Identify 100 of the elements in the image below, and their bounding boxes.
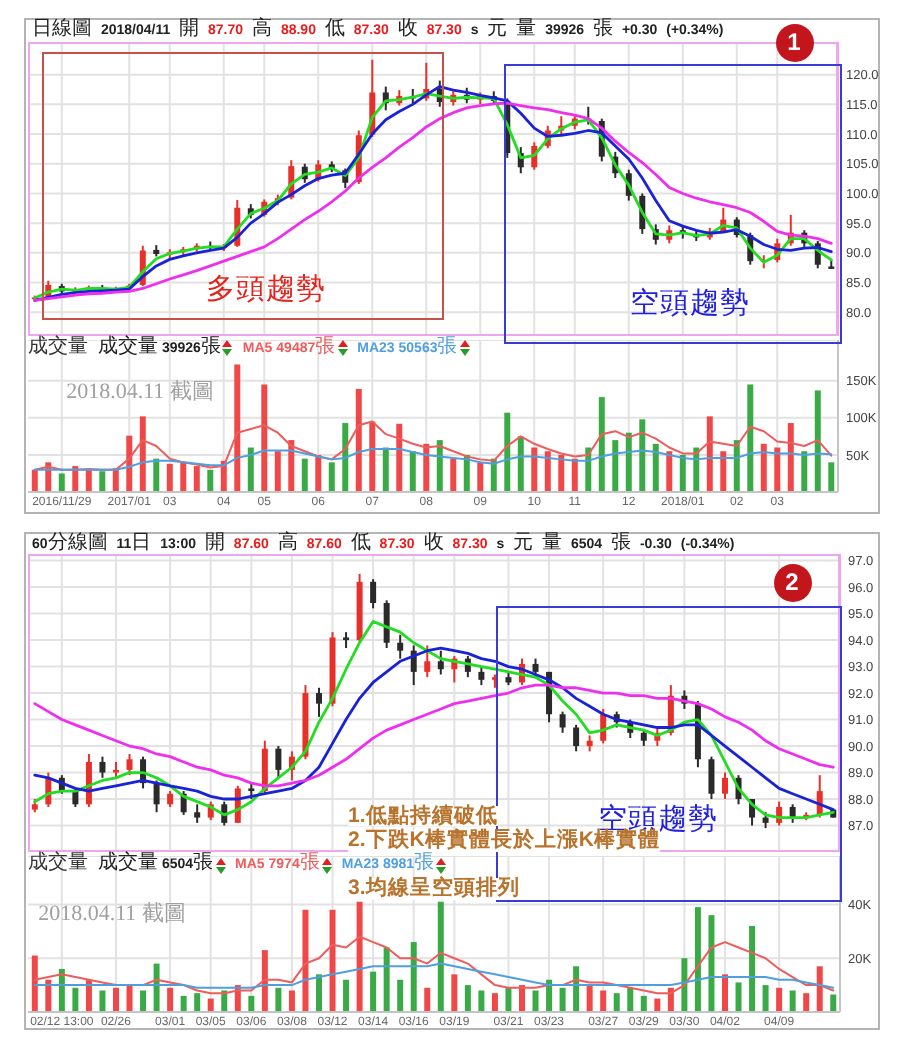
- bar: [627, 987, 634, 1012]
- bar: [342, 423, 349, 492]
- bar: [776, 987, 783, 1012]
- bar: [598, 397, 605, 492]
- bar: [774, 447, 781, 492]
- bar: [721, 974, 728, 1012]
- bar: [180, 995, 187, 1012]
- bar: [382, 447, 389, 492]
- bar: [396, 423, 403, 492]
- bar: [424, 987, 431, 1012]
- line-series: [33, 448, 833, 471]
- candlestick: [573, 723, 580, 753]
- annotation: 2018.04.11 截圖: [66, 379, 214, 403]
- bar: [383, 947, 390, 1012]
- bar: [99, 471, 106, 492]
- bar: [355, 388, 362, 492]
- bar: [410, 942, 417, 1012]
- candlestick: [437, 649, 444, 676]
- annotation: 多頭趨勢: [206, 273, 326, 306]
- bar: [45, 979, 52, 1012]
- bar: [640, 995, 647, 1012]
- bar: [816, 966, 823, 1012]
- bar: [261, 384, 268, 492]
- bar: [652, 443, 659, 492]
- bar: [247, 447, 254, 492]
- bar: [436, 440, 443, 492]
- bar: [613, 993, 620, 1012]
- annotation: 1: [787, 28, 801, 56]
- bar: [747, 384, 754, 492]
- bar: [625, 432, 632, 492]
- bar: [140, 990, 147, 1012]
- bar: [275, 987, 282, 1012]
- bar: [288, 990, 295, 1012]
- bar: [328, 462, 335, 492]
- line-series: [33, 962, 835, 989]
- bar: [639, 419, 646, 492]
- bar: [708, 915, 715, 1012]
- annotation: 3.均線呈空頭排列: [348, 876, 520, 901]
- bar: [126, 985, 133, 1012]
- candlestick: [370, 578, 377, 610]
- bar: [491, 993, 498, 1012]
- bar: [166, 463, 173, 492]
- bar: [193, 466, 200, 492]
- bar: [369, 421, 376, 492]
- bar: [194, 993, 201, 1012]
- bar: [450, 458, 457, 492]
- bar: [828, 462, 835, 492]
- bar: [139, 416, 146, 492]
- chart-title: 成交量: [28, 852, 88, 874]
- bar: [329, 909, 336, 1012]
- candlestick: [478, 665, 485, 687]
- bar: [505, 987, 512, 1012]
- bar: [274, 451, 281, 492]
- bar: [477, 462, 484, 492]
- line-series: [33, 935, 835, 995]
- candlestick: [315, 686, 322, 718]
- bar: [762, 985, 769, 1012]
- bar: [234, 364, 241, 492]
- annotation: 2: [785, 568, 799, 596]
- annotation: 空頭趨勢: [630, 287, 750, 320]
- annotation: 1.低點持續破低: [348, 803, 498, 828]
- bar: [58, 473, 65, 492]
- bar: [735, 982, 742, 1012]
- candlestick: [721, 771, 728, 801]
- bar: [679, 454, 686, 492]
- bar: [207, 469, 214, 492]
- bar: [760, 443, 767, 492]
- bar: [558, 454, 565, 492]
- bar: [789, 990, 796, 1012]
- bar: [31, 955, 38, 1012]
- candlestick: [275, 745, 282, 779]
- bar: [261, 950, 268, 1012]
- bar: [532, 990, 539, 1012]
- bar: [85, 469, 92, 492]
- bar: [451, 974, 458, 1012]
- bar: [478, 990, 485, 1012]
- bar: [600, 990, 607, 1012]
- candlestick: [126, 752, 133, 777]
- bar: [531, 447, 538, 492]
- bar: [586, 985, 593, 1012]
- bar: [248, 995, 255, 1012]
- bar: [343, 979, 350, 1012]
- bar: [830, 994, 837, 1012]
- annotation: 2018.04.11 截圖: [38, 901, 186, 925]
- bar: [544, 451, 551, 492]
- candlestick: [383, 599, 390, 650]
- bar: [666, 451, 673, 492]
- bar: [464, 985, 471, 1012]
- bar: [370, 971, 377, 1012]
- bar: [803, 993, 810, 1012]
- bar: [437, 901, 444, 1012]
- candlestick: [99, 755, 106, 779]
- candlestick: [424, 644, 431, 679]
- bar: [315, 454, 322, 492]
- bar: [301, 458, 308, 492]
- bar: [706, 416, 713, 492]
- bar: [612, 440, 619, 492]
- bar: [153, 458, 160, 492]
- bar: [517, 436, 524, 492]
- chart-title: 成交量: [28, 335, 88, 357]
